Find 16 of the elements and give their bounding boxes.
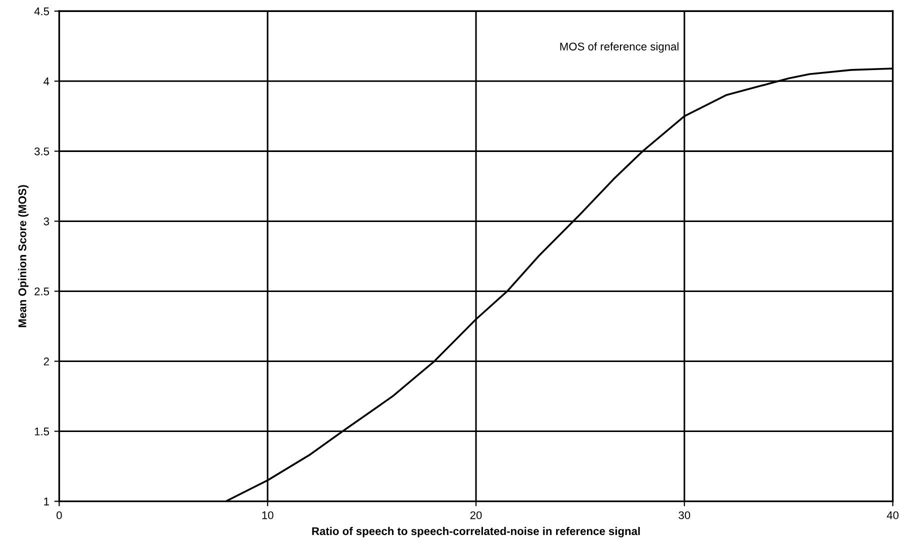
y-tick-label: 3 [44, 217, 50, 226]
annotation: MOS of reference signal [560, 42, 678, 53]
y-tick-label: 3.5 [34, 147, 50, 156]
y-tick-label: 1.5 [34, 428, 50, 436]
y-tick-label: 2 [44, 358, 49, 366]
y-tick-label: 2.5 [34, 288, 50, 296]
y-tick-label: 1 [44, 498, 49, 506]
x-tick-label: 40 [886, 511, 899, 520]
x-tick-label: 10 [262, 511, 274, 520]
y-tick-label: 4 [44, 78, 50, 86]
x-tick-label: 30 [678, 511, 690, 520]
x-tick-label: 0 [56, 511, 62, 520]
y-axis-title: Mean Opinion Score (MOS) [18, 185, 28, 328]
x-tick-label: 20 [470, 511, 482, 520]
y-tick-label: 4.5 [34, 8, 50, 16]
x-axis-title: Ratio of speech to speech-correlated-noise in reference signal [312, 526, 640, 538]
